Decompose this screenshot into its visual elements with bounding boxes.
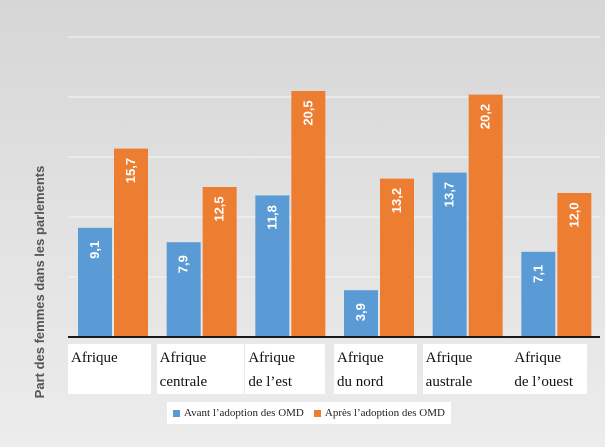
bars: 9,1 15,7 7,9 12,5 11,8 20,5 3,9 13,2 13,7 20,2 7,1… [78,91,592,337]
data-label: 13,7 [442,182,457,207]
category-label-line: Afrique [337,350,384,366]
category-label-line: de l’est [248,374,293,390]
bar-after [202,187,237,337]
bar-before [521,251,556,337]
category-label: Afrique centrale [156,344,244,394]
data-label: 3,9 [353,303,368,321]
data-label: 11,8 [264,205,279,230]
data-label: 13,2 [389,188,404,213]
bar-after [557,193,592,337]
data-label: 9,1 [87,241,102,259]
category-label-line: centrale [159,374,208,390]
bar-before [166,242,201,337]
legend-item-after: Après l’adoption des OMD [313,407,445,419]
category-label-line: Afrique [514,350,561,366]
bar-before [78,227,112,337]
category-label-line: Afrique [425,350,473,366]
data-label: 12,5 [212,196,227,221]
legend: Avant l’adoption des OMD Après l’adoptio… [167,402,451,424]
legend-label-after: Après l’adoption des OMD [324,407,445,419]
legend-label-before: Avant l’adoption des OMD [184,407,304,419]
data-label: 15,7 [123,158,138,183]
category-label: Afrique de l’ouest [511,344,588,394]
category-label: Afrique de l’est [245,344,326,394]
bar-before [255,195,290,337]
gridlines [68,36,600,278]
category-label-line: du nord [337,374,384,390]
category-label-line: Afrique [71,350,118,366]
data-label: 20,2 [478,104,493,129]
y-axis-label: Part des femmes dans les parlements [32,166,47,399]
bar-after [468,94,503,337]
bar-before [432,172,467,337]
data-label: 7,9 [176,255,191,273]
category-label-line: Afrique [159,350,207,366]
bar-after [114,148,148,337]
category-label: Afrique du nord [334,344,417,394]
category-label-line: Afrique [248,350,295,366]
category-label-line: de l’ouest [514,374,574,390]
bar-before [344,290,378,337]
bar-after [291,91,326,337]
legend-item-before: Avant l’adoption des OMD [173,407,304,419]
category-label: Afrique [68,344,151,394]
data-label: 7,1 [530,265,545,283]
category-label-line: australe [425,374,473,390]
bar-after [380,178,414,337]
category-label: Afrique australe [422,344,511,394]
data-label: 12,0 [566,202,581,227]
legend-swatch-after [313,409,321,417]
data-label: 20,5 [300,100,315,125]
legend-swatch-before [173,409,180,417]
